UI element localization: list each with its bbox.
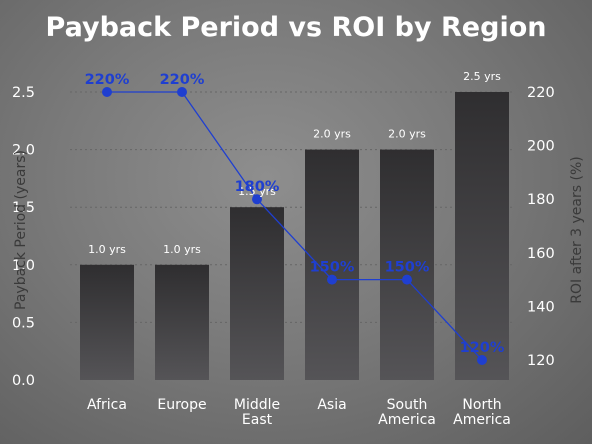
roi-point <box>477 355 487 365</box>
y-right-tick-label: 200 <box>527 139 555 155</box>
x-tick-label: Middle <box>234 397 280 413</box>
roi-value-label: 220% <box>85 72 130 88</box>
roi-value-label: 180% <box>235 179 280 195</box>
bar <box>455 92 509 380</box>
y-right-tick-label: 220 <box>527 85 555 101</box>
y-right-tick-label: 160 <box>527 246 555 262</box>
bar-value-label: 1.0 yrs <box>163 243 201 256</box>
x-tick-label: South <box>387 397 428 413</box>
x-tick-label: America <box>453 412 511 428</box>
bar-value-label: 2.5 yrs <box>463 70 501 83</box>
x-tick-label: East <box>242 412 273 428</box>
roi-value-label: 150% <box>385 260 430 276</box>
bar-value-label: 1.5 yrs <box>238 185 276 198</box>
y-left-tick-label: 1.5 <box>12 200 35 216</box>
y-left-tick-label: 2.5 <box>12 85 35 101</box>
bar <box>305 149 359 380</box>
bar <box>380 149 434 380</box>
y-axis-right-title: ROI after 3 years (%) <box>569 156 585 303</box>
roi-point <box>177 87 187 97</box>
bar-series <box>80 92 509 380</box>
x-tick-label: America <box>378 412 436 428</box>
x-tick-label: North <box>462 397 501 413</box>
x-tick-label: Europe <box>157 397 206 413</box>
roi-point <box>327 274 337 285</box>
gridlines <box>70 91 512 323</box>
x-tick-label: Asia <box>317 397 346 413</box>
y-axis-left-title: Payback Period (years) <box>13 150 29 310</box>
y-left-tick-label: 1.0 <box>12 258 35 274</box>
y-right-tick-label: 120 <box>527 353 555 369</box>
y-right-tick-label: 180 <box>527 192 555 208</box>
roi-point <box>102 87 112 97</box>
roi-line <box>107 91 483 361</box>
y-right-tick-label: 140 <box>527 299 555 315</box>
roi-value-label: 150% <box>310 260 355 276</box>
bar-value-label: 1.0 yrs <box>88 243 126 256</box>
roi-point <box>402 274 412 285</box>
roi-value-label: 120% <box>460 340 505 356</box>
y-left-tick-label: 0.5 <box>12 315 35 331</box>
axes: 0.0 0.5 1.0 1.5 2.0 2.5 120 140 160 180 200 220 Afri… <box>12 85 555 428</box>
bar-value-label: 2.0 yrs <box>388 128 426 141</box>
roi-value-label: 220% <box>160 72 205 88</box>
bar <box>230 207 284 380</box>
chart-title: Payback Period vs ROI by Region <box>46 12 547 43</box>
y-left-tick-label: 2.0 <box>12 143 35 159</box>
roi-point <box>252 194 262 205</box>
y-left-tick-label: 0.0 <box>12 373 35 389</box>
bar <box>80 264 134 380</box>
bar <box>155 264 209 380</box>
roi-line-series <box>102 87 487 365</box>
bar-value-label: 2.0 yrs <box>313 128 351 141</box>
data-labels: 1.0 yrs 1.0 yrs 1.5 yrs 2.0 yrs 2.0 yrs 2.5 y… <box>85 70 505 356</box>
x-tick-label: Africa <box>87 397 127 413</box>
